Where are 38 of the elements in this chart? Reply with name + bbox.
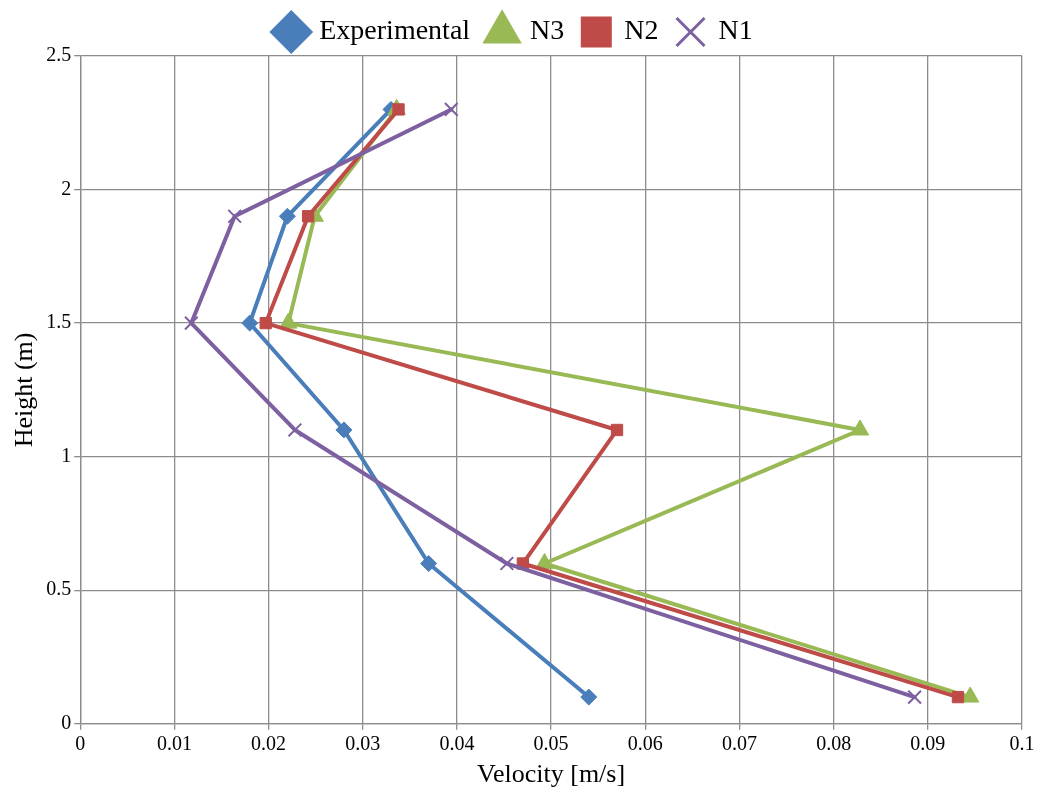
point [183, 315, 199, 331]
x-axis-title: Velocity [m/s] [477, 759, 626, 789]
x-tick-label: 0.08 [816, 732, 852, 755]
point [610, 423, 624, 437]
point [951, 690, 965, 704]
point [227, 208, 243, 224]
legend-label: N2 [624, 14, 659, 46]
x-tick-label: 0.05 [533, 732, 569, 755]
point [278, 207, 296, 225]
x-tick-label: 0.02 [251, 732, 287, 755]
point [499, 556, 515, 571]
y-tick-label: 2.5 [46, 43, 72, 66]
point [420, 555, 438, 573]
x-tick-label: 0.03 [345, 732, 381, 755]
point [259, 316, 272, 330]
x-tick-label: 0.06 [627, 732, 663, 755]
y-tick-label: 1 [61, 443, 72, 466]
y-tick-label: 0.5 [46, 577, 72, 600]
x-tick-label: 0 [75, 732, 86, 755]
x-tick-label: 0.07 [721, 732, 757, 755]
x-tick-label: 0.01 [156, 732, 192, 755]
y-axis-title: Height (m) [9, 332, 39, 448]
point [241, 314, 259, 332]
x-tick-label: 0.04 [439, 732, 475, 755]
legend-label: N3 [530, 14, 565, 46]
legend-label: N1 [718, 14, 753, 46]
point [580, 688, 598, 706]
point [301, 210, 315, 223]
y-tick-label: 2 [61, 176, 72, 199]
point [287, 422, 303, 438]
point [907, 689, 922, 705]
point [335, 421, 353, 439]
y-tick-label: 1.5 [46, 310, 72, 333]
point [443, 102, 459, 117]
x-tick-label: 0.09 [910, 732, 946, 755]
x-tick-label: 0.1 [1009, 732, 1035, 755]
legend-label: Experimental [319, 14, 471, 46]
y-tick-label: 0 [61, 711, 72, 734]
